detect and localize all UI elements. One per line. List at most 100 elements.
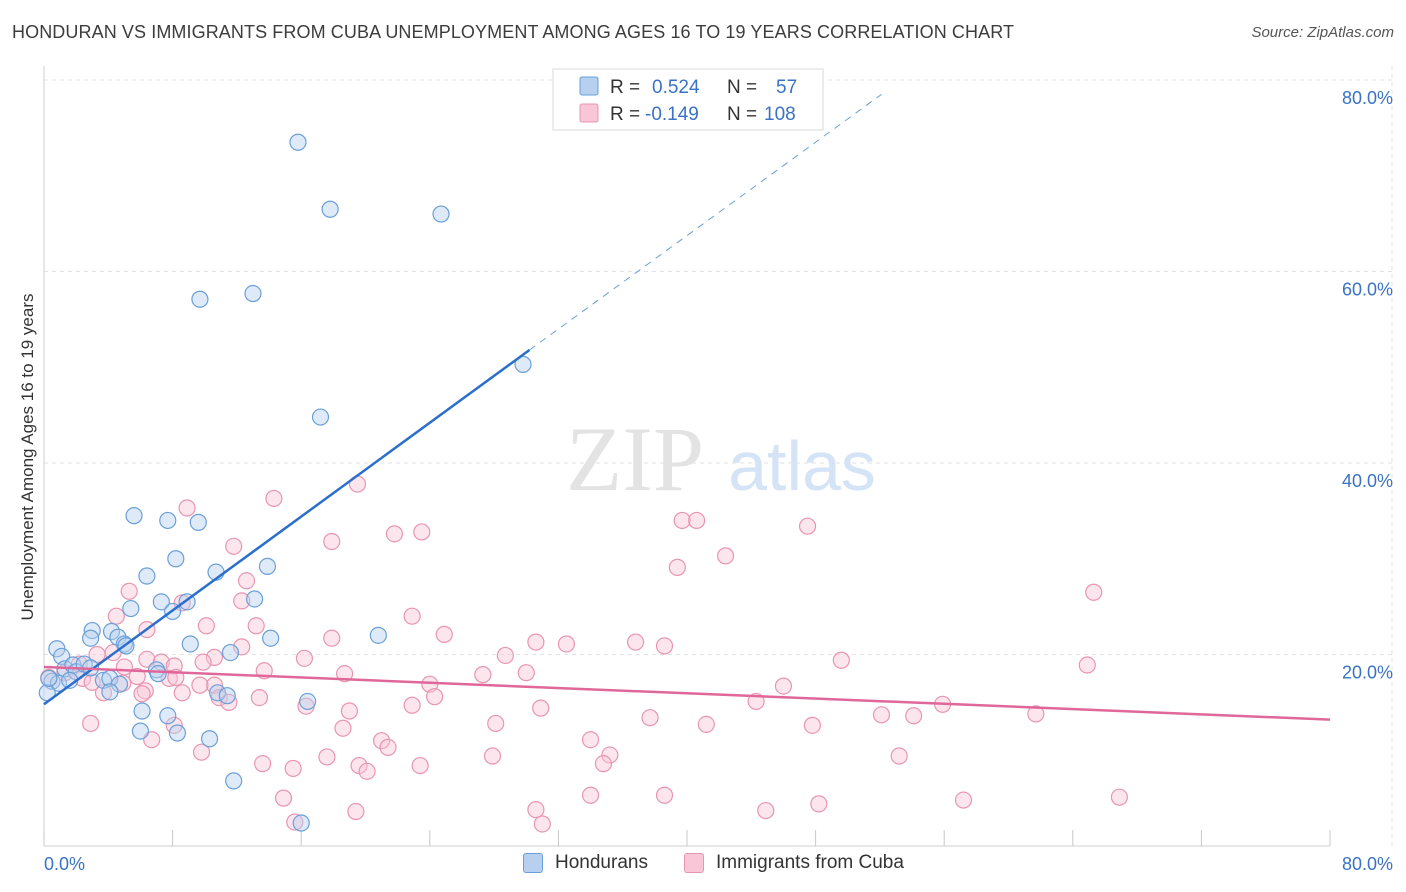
honduran-point-49 <box>133 702 151 720</box>
cuba-point-5 <box>385 525 404 543</box>
honduran-point-51 <box>131 722 150 740</box>
cuba-point-10 <box>716 547 735 565</box>
correlation-legend: R = 0.524 N = 57 R = -0.149 N = 108 <box>552 68 824 131</box>
honduran-point-48 <box>299 692 317 711</box>
cuba-point-7 <box>673 511 691 530</box>
legend-n-value-2: 108 <box>764 104 796 125</box>
cuba-point-96 <box>274 789 293 807</box>
cuba-point-41 <box>336 665 354 683</box>
honduran-point-20 <box>102 622 121 641</box>
cuba-point-23 <box>323 629 341 647</box>
cuba-point-58 <box>94 684 113 702</box>
cuba-point-33 <box>205 648 223 666</box>
axes <box>43 66 1331 847</box>
cuba-point-76 <box>487 714 505 733</box>
legend-item-cuba[interactable]: Immigrants from Cuba <box>684 852 904 874</box>
y-axis-label: Unemployment Among Ages 16 to 19 years <box>18 294 37 621</box>
hondurans-swatch <box>523 853 543 873</box>
cuba-point-13 <box>120 582 138 600</box>
cuba-point-63 <box>250 688 269 707</box>
cuba-point-64 <box>426 688 444 706</box>
cuba-point-12 <box>237 572 256 590</box>
honduran-point-21 <box>82 629 100 647</box>
honduran-point-0 <box>289 133 307 151</box>
cuba-point-27 <box>655 637 674 655</box>
honduran-point-37 <box>149 665 167 683</box>
honduran-point-6 <box>311 408 330 426</box>
honduran-point-45 <box>101 683 119 701</box>
watermark-atlas: atlas <box>728 427 876 505</box>
cuba-point-84 <box>379 738 397 756</box>
cuba-point-85 <box>192 743 211 761</box>
cuba-trend-line <box>43 665 1331 721</box>
cuba-point-19 <box>197 617 215 635</box>
cuba-point-31 <box>138 650 156 668</box>
honduran-point-4 <box>244 284 262 303</box>
cuba-point-106 <box>533 815 551 833</box>
cuba-point-91 <box>284 759 302 778</box>
cuba-point-22 <box>435 625 453 643</box>
honduran-point-14 <box>152 593 170 611</box>
cuba-point-95 <box>594 755 613 773</box>
cuba-point-78 <box>697 715 715 733</box>
cuba-point-57 <box>774 677 793 695</box>
cuba-point-62 <box>220 693 238 711</box>
cuba-point-80 <box>872 706 891 724</box>
hondurans-label: Hondurans <box>555 852 648 873</box>
legend-r-label-1: R = <box>610 77 640 98</box>
cuba-point-73 <box>82 714 100 733</box>
cuba-point-94 <box>411 756 429 775</box>
honduran-point-52 <box>168 724 187 742</box>
cuba-point-68 <box>403 696 421 714</box>
x-tick-label-0: 0.0% <box>44 854 85 874</box>
cuba-point-18 <box>1085 583 1103 601</box>
honduran-trend-extension <box>529 93 882 351</box>
cuba-point-89 <box>890 747 908 765</box>
cuba-point-59 <box>133 685 151 703</box>
source-label: Source: ZipAtlas.com <box>1251 24 1394 41</box>
honduran-point-5 <box>514 355 532 373</box>
cuba-point-34 <box>295 649 314 667</box>
cuba-point-75 <box>334 719 352 737</box>
chart-title: HONDURAN VS IMMIGRANTS FROM CUBA UNEMPLO… <box>12 22 1015 42</box>
cuba-point-100 <box>954 791 973 809</box>
cuba-point-15 <box>233 592 251 610</box>
honduran-point-16 <box>245 590 264 608</box>
honduran-point-39 <box>49 674 68 692</box>
cuba-point-4 <box>323 532 341 551</box>
legend-item-hondurans[interactable]: Hondurans <box>523 852 648 874</box>
cuba-point-105 <box>286 813 304 831</box>
cuba-label: Immigrants from Cuba <box>716 852 904 873</box>
cuba-point-25 <box>557 635 576 653</box>
cuba-point-20 <box>247 617 265 635</box>
cuba-point-102 <box>347 802 365 821</box>
legend-n-label-1: N = <box>727 77 757 98</box>
honduran-point-55 <box>292 814 310 832</box>
legend-n-label-2: N = <box>727 104 757 125</box>
series-legend: Hondurans Immigrants from Cuba <box>0 848 1406 880</box>
honduran-point-46 <box>209 684 227 702</box>
cuba-point-88 <box>601 746 619 764</box>
y-tick-label-0: 80.0% <box>1342 88 1393 108</box>
cuba-point-86 <box>318 748 336 766</box>
cuba-point-69 <box>532 699 550 717</box>
cuba-point-3 <box>225 537 243 555</box>
cuba-point-39 <box>194 653 212 671</box>
honduran-point-9 <box>189 513 207 531</box>
honduran-point-53 <box>200 730 219 748</box>
trend-lines <box>43 93 1331 721</box>
cuba-point-99 <box>810 795 828 813</box>
cuba-point-98 <box>655 786 674 804</box>
y-tick-label-3: 20.0% <box>1342 663 1393 683</box>
cuba-point-26 <box>626 633 645 651</box>
honduran-point-2 <box>432 205 450 223</box>
cuba-point-44 <box>832 651 850 669</box>
y-tick-labels: 80.0% 60.0% 40.0% 20.0% <box>1342 88 1393 683</box>
legend-swatch-pink <box>579 103 599 123</box>
cuba-point-9 <box>798 517 817 535</box>
cuba-point-43 <box>517 664 535 682</box>
x-tick-labels: 0.0% 80.0% <box>44 854 1393 874</box>
honduran-point-56 <box>40 669 58 688</box>
honduran-point-47 <box>218 687 236 705</box>
